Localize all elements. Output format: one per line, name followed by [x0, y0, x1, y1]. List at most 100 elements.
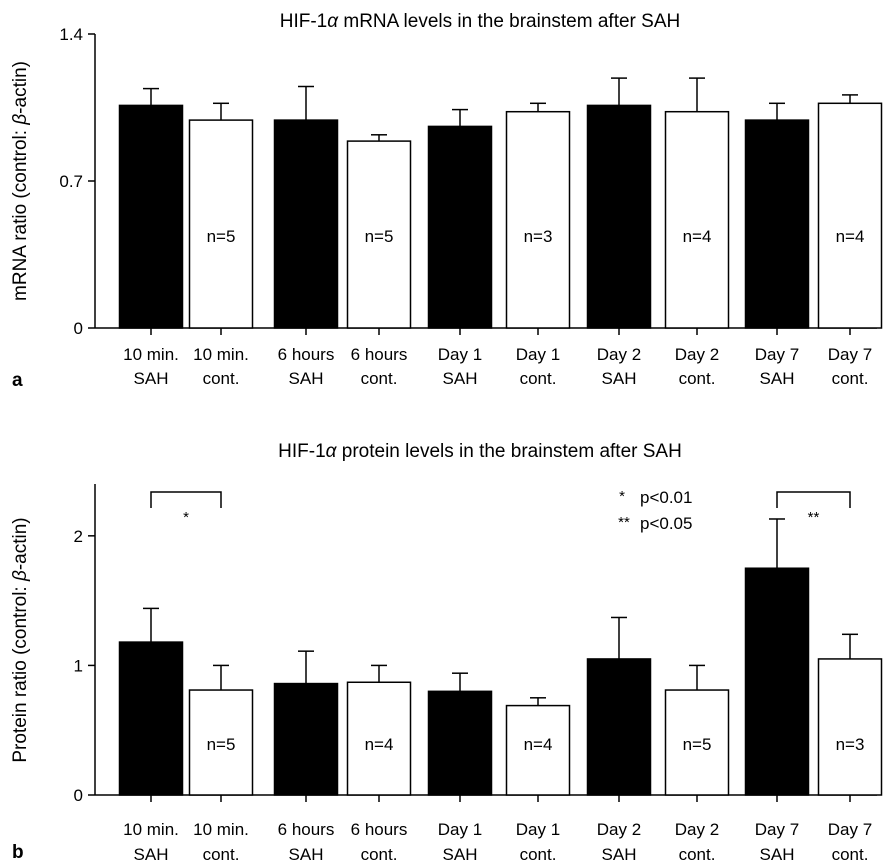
panel-b-n-label: n=10 [600, 735, 638, 754]
panel-b-category-sublabel: SAH [134, 845, 169, 864]
panel-b-bar [744, 567, 810, 796]
panel-b-category-label: Day 2 [597, 820, 641, 839]
panel-a-category-sublabel: SAH [760, 369, 795, 388]
panel-a-n-label: n=5 [365, 227, 394, 246]
panel-b-bar [505, 704, 571, 796]
panel-b-category-sublabel: cont. [679, 845, 716, 864]
panel-a-category-sublabel: SAH [443, 369, 478, 388]
panel-b-title: HIF-1α protein levels in the brainstem a… [278, 441, 682, 462]
panel-a-category-label: Day 1 [438, 345, 482, 364]
panel-b-bar [664, 689, 730, 796]
panel-b-category-label: 10 min. [193, 820, 249, 839]
panel-a-bar [273, 119, 339, 329]
panel-b-chart: HIF-1α protein levels in the brainstem a… [10, 441, 883, 864]
significance-stars: * [183, 509, 189, 526]
panel-a-chart: HIF-1α mRNA levels in the brainstem afte… [10, 11, 883, 391]
panel-a-n-label: n=10 [132, 227, 170, 246]
panel-a-category-label: 10 min. [123, 345, 179, 364]
panel-b-n-label: n=9 [137, 735, 166, 754]
panel-b-category-label: Day 7 [755, 820, 799, 839]
panel-a-category-label: 6 hours [351, 345, 408, 364]
panel-b-bar [346, 681, 412, 796]
panel-a-bar [118, 104, 184, 329]
panel-a-category-label: Day 7 [828, 345, 872, 364]
panel-b-y-tick-label: 2 [74, 527, 83, 546]
panel-b-bar [586, 658, 652, 796]
panel-a-category-sublabel: SAH [134, 369, 169, 388]
legend-text-2: p<0.05 [640, 514, 692, 533]
panel-b-category-label: Day 1 [438, 820, 482, 839]
legend-stars-2: ** [618, 514, 630, 531]
panel-b-y-tick-label: 0 [74, 786, 83, 805]
panel-b-category-sublabel: cont. [203, 845, 240, 864]
panel-a-n-label: n=7 [292, 227, 321, 246]
significance-bracket [776, 491, 851, 508]
significance-stars: ** [808, 509, 820, 526]
panel-b-category-sublabel: cont. [832, 845, 869, 864]
panel-b-y-tick-label: 1 [74, 656, 83, 675]
panel-a-category-label: Day 7 [755, 345, 799, 364]
panel-b-category-sublabel: SAH [289, 845, 324, 864]
panel-a-category-sublabel: cont. [679, 369, 716, 388]
panel-b-n-label: n=5 [207, 735, 236, 754]
panel-a-letter: a [12, 370, 23, 391]
panel-a-y-tick-label: 1.4 [59, 25, 83, 44]
panel-b-letter: b [12, 842, 24, 863]
panel-b-n-label: n=7 [763, 735, 792, 754]
panel-a-category-label: 10 min. [193, 345, 249, 364]
significance-legend: * p<0.01 ** p<0.05 [618, 488, 692, 533]
legend-stars-1: * [619, 488, 625, 505]
panel-b-bar [118, 641, 184, 796]
panel-a-category-label: Day 1 [516, 345, 560, 364]
panel-a-bar [586, 104, 652, 329]
panel-b-n-label: n=5 [683, 735, 712, 754]
panel-b-n-label: n=4 [524, 735, 553, 754]
panel-a-n-label: n=4 [836, 227, 865, 246]
panel-b-bar [817, 658, 883, 796]
panel-a-category-sublabel: cont. [203, 369, 240, 388]
panel-a-bar [744, 119, 810, 329]
panel-a-category-label: 6 hours [278, 345, 335, 364]
panel-b-bar [188, 689, 254, 796]
panel-a-category-sublabel: cont. [361, 369, 398, 388]
panel-b-bar [273, 682, 339, 796]
panel-a-y-axis-label: mRNA ratio (control: β-actin) [10, 61, 31, 301]
panel-b-bar [427, 690, 493, 796]
panel-a-n-label: n=4 [683, 227, 712, 246]
panel-b-n-label: n=7 [446, 735, 475, 754]
panel-a-bar [346, 140, 412, 329]
panel-b-category-label: 6 hours [351, 820, 408, 839]
panel-b-category-sublabel: SAH [443, 845, 478, 864]
panel-a-bar [817, 102, 883, 329]
panel-a-bar [188, 119, 254, 329]
panel-b-n-label: n=9 [292, 735, 321, 754]
panel-b-n-label: n=4 [365, 735, 394, 754]
panel-b-y-axis-label: Protein ratio (control: β-actin) [10, 517, 31, 762]
panel-a-category-sublabel: cont. [832, 369, 869, 388]
significance-bracket [150, 491, 222, 508]
panel-a-category-sublabel: SAH [289, 369, 324, 388]
panel-b-category-label: Day 7 [828, 820, 872, 839]
panel-a-category-label: Day 2 [597, 345, 641, 364]
panel-a-n-label: n=3 [524, 227, 553, 246]
panel-b-category-sublabel: SAH [602, 845, 637, 864]
panel-a-n-label: n=10 [441, 227, 479, 246]
panel-a-n-label: n=5 [207, 227, 236, 246]
panel-a-n-label: n=10 [600, 227, 638, 246]
panel-b-category-sublabel: cont. [520, 845, 557, 864]
legend-text-1: p<0.01 [640, 488, 692, 507]
panel-b-category-label: 6 hours [278, 820, 335, 839]
panel-a-y-tick-label: 0 [74, 319, 83, 338]
panel-b-n-label: n=3 [836, 735, 865, 754]
panel-a-category-label: Day 2 [675, 345, 719, 364]
panel-b-category-label: 10 min. [123, 820, 179, 839]
panel-a-category-sublabel: cont. [520, 369, 557, 388]
panel-b-category-sublabel: SAH [760, 845, 795, 864]
panel-b-category-label: Day 1 [516, 820, 560, 839]
panel-a-bar [505, 110, 571, 329]
panel-a-y-tick-label: 0.7 [59, 172, 83, 191]
panel-a-category-sublabel: SAH [602, 369, 637, 388]
panel-a-title: HIF-1α mRNA levels in the brainstem afte… [280, 11, 680, 32]
panel-b-category-sublabel: cont. [361, 845, 398, 864]
panel-a-bar [664, 110, 730, 329]
